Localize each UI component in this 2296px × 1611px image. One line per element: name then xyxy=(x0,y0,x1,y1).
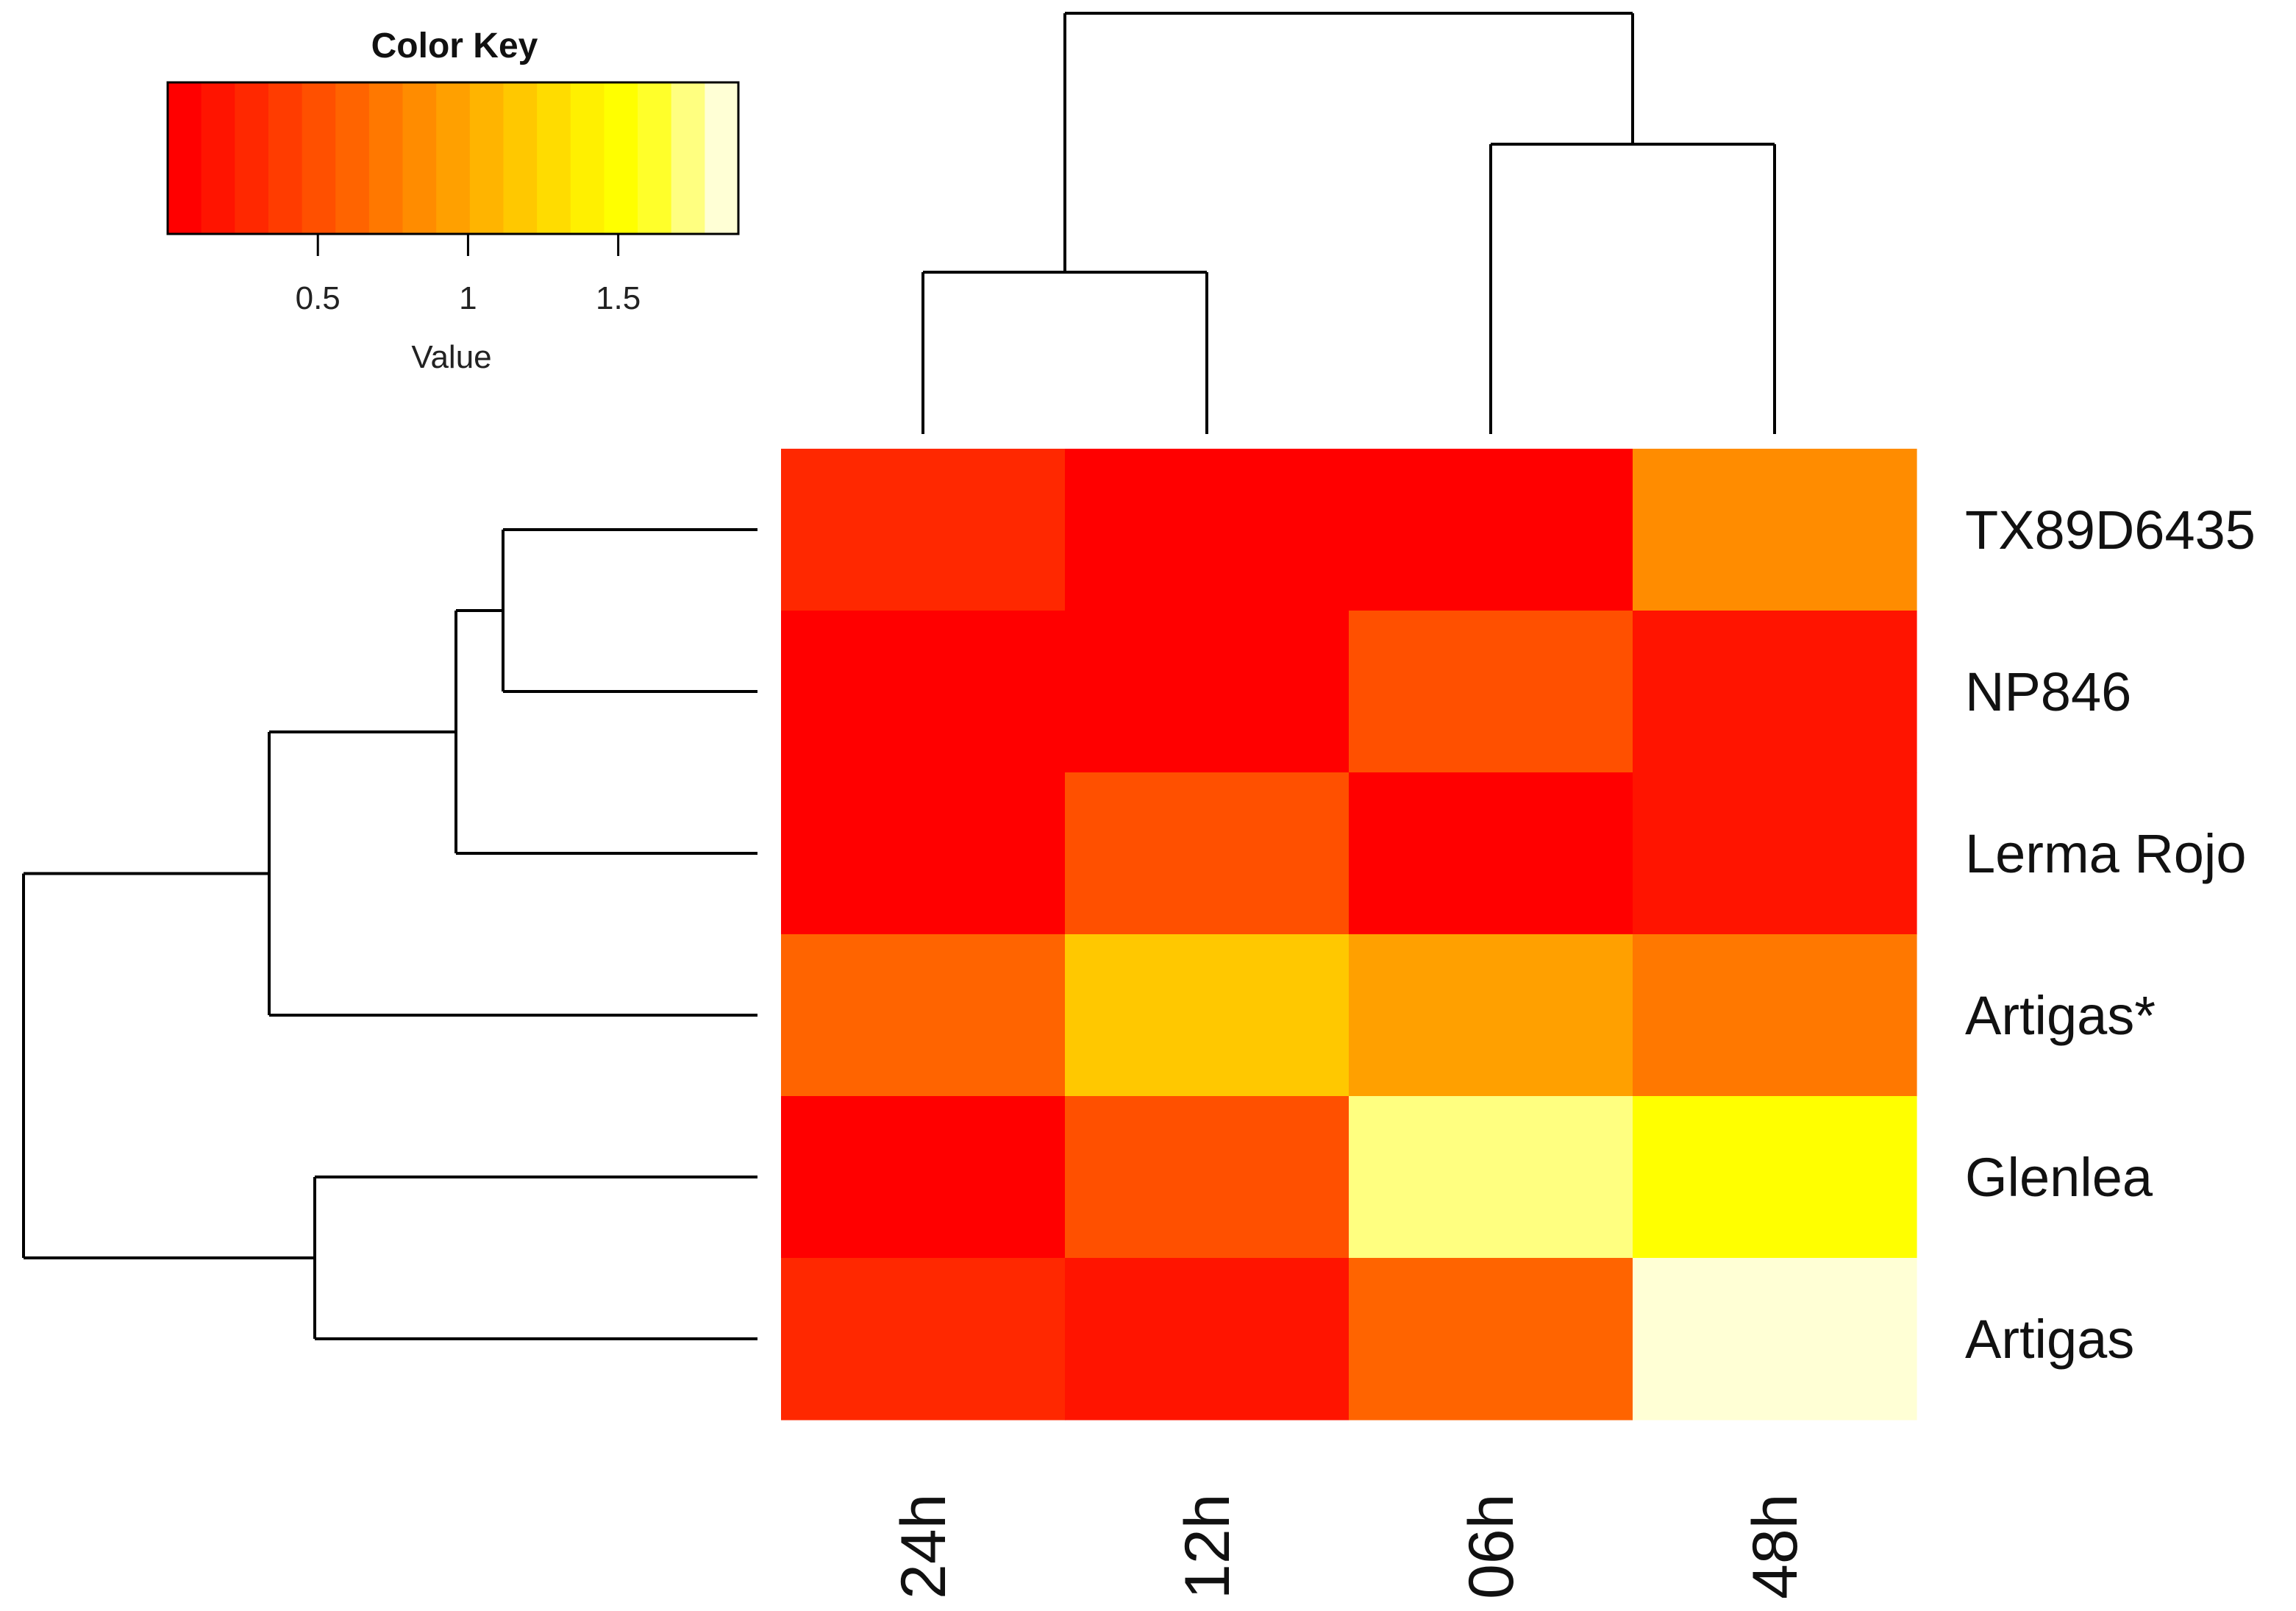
color-key-segment xyxy=(436,82,471,234)
color-key-segment xyxy=(302,82,336,234)
column-label: 06h xyxy=(1456,1494,1527,1600)
color-key-segment xyxy=(402,82,437,234)
heatmap-cell xyxy=(1633,611,1917,773)
heatmap-cell xyxy=(781,772,1066,935)
row-label: Artigas xyxy=(1965,1309,2134,1370)
color-key-title: Color Key xyxy=(371,26,538,65)
heatmap-cell xyxy=(1633,934,1917,1097)
color-key-bar xyxy=(166,81,740,235)
heatmap-cell xyxy=(1349,934,1633,1097)
color-key-axis-label: Value xyxy=(411,339,491,375)
row-labels: TX89D6435 NP846 Lerma Rojo Artigas* Glenlea A… xyxy=(1965,499,2256,1370)
color-key-tick-label: 0.5 xyxy=(296,280,341,316)
color-key-segment xyxy=(604,82,638,234)
heatmap-cell xyxy=(1065,934,1350,1097)
color-key-segment xyxy=(168,82,202,234)
heatmap-cell xyxy=(781,449,1066,611)
column-dendrogram xyxy=(921,12,1776,434)
row-label: Artigas* xyxy=(1965,985,2156,1046)
color-key-segment xyxy=(201,82,235,234)
color-key: Color Key 0.5 1 1.5 Value xyxy=(166,26,740,375)
heatmap-cell xyxy=(1349,1096,1633,1259)
color-key-frame xyxy=(166,81,740,235)
heatmap-cell xyxy=(1633,1096,1917,1259)
color-key-segment xyxy=(671,82,705,234)
color-key-segment xyxy=(503,82,538,234)
row-label: TX89D6435 xyxy=(1965,499,2256,561)
color-key-segment xyxy=(705,82,739,234)
heatmap-cell xyxy=(1065,449,1350,611)
heatmap-cell xyxy=(1633,449,1917,611)
color-key-segment xyxy=(638,82,672,234)
heatmap-cell xyxy=(1633,1258,1917,1420)
heatmap-cell xyxy=(781,1096,1066,1259)
color-key-tick-label: 1.5 xyxy=(596,280,641,316)
color-key-segment xyxy=(469,82,505,234)
heatmap-cell xyxy=(1349,1258,1633,1420)
heatmap-cell xyxy=(781,611,1066,773)
color-key-segment xyxy=(570,82,605,234)
row-dendrogram xyxy=(22,528,757,1340)
column-label: 24h xyxy=(888,1494,959,1600)
heatmap-cell xyxy=(781,1258,1066,1420)
heatmap-cell xyxy=(1349,772,1633,935)
column-label: 12h xyxy=(1172,1494,1243,1600)
color-key-segment xyxy=(368,82,404,234)
heatmap-cell xyxy=(1065,1258,1350,1420)
color-key-ticks: 0.5 1 1.5 xyxy=(296,234,641,316)
color-key-tick-label: 1 xyxy=(459,280,477,316)
color-key-segment xyxy=(537,82,571,234)
row-label: Glenlea xyxy=(1965,1147,2153,1208)
heatmap-cell xyxy=(1633,772,1917,935)
row-label: Lerma Rojo xyxy=(1965,823,2247,884)
heatmap-cell xyxy=(1349,611,1633,773)
column-labels: 24h 12h 06h 48h xyxy=(888,1494,1811,1600)
heatmap-cell xyxy=(1065,611,1350,773)
color-key-segment xyxy=(335,82,370,234)
heatmap-cell xyxy=(781,934,1066,1097)
color-key-segment xyxy=(268,82,303,234)
heatmap-grid xyxy=(781,449,1917,1420)
color-key-segment xyxy=(235,82,269,234)
column-label: 48h xyxy=(1740,1494,1811,1600)
heatmap-cell xyxy=(1065,1096,1350,1259)
row-label: NP846 xyxy=(1965,661,2131,722)
heatmap-cell xyxy=(1349,449,1633,611)
heatmap-cell xyxy=(1065,772,1350,935)
